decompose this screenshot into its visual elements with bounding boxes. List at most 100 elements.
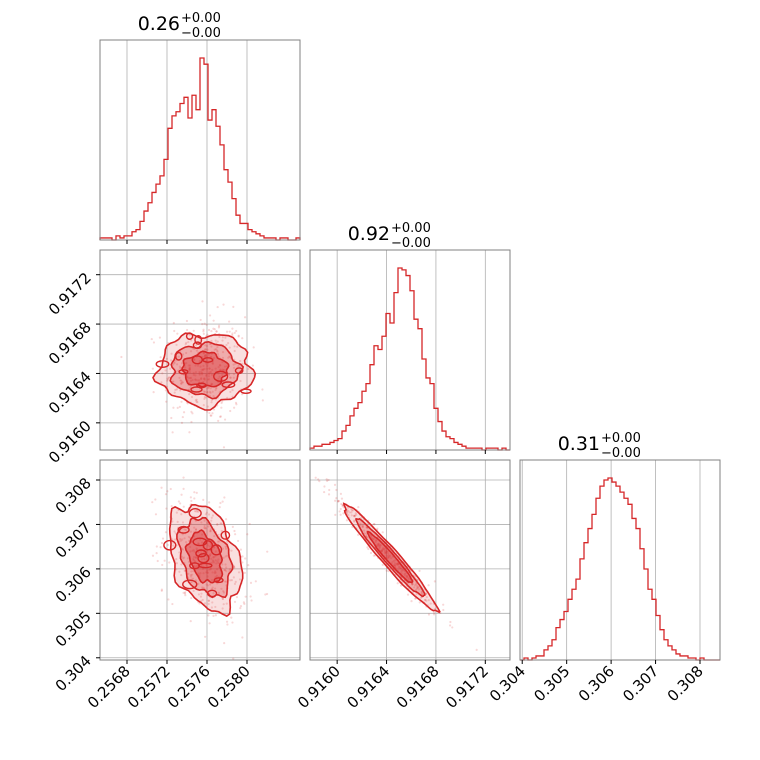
scatter-point [206,364,209,367]
scatter-point [221,597,224,600]
scatter-point [429,602,432,605]
scatter-point [386,555,390,558]
scatter-point [168,561,171,564]
scatter-point [222,590,225,593]
scatter-point [383,549,387,552]
scatter-point [223,642,226,645]
scatter-point [373,523,376,526]
scatter-point [369,551,373,555]
scatter-point [207,513,211,516]
scatter-point [333,483,337,486]
scatter-point [193,491,196,494]
y-tick-label: 0.304 [52,652,95,695]
scatter-point [180,382,183,386]
scatter-point [174,388,177,391]
scatter-point [196,401,199,404]
scatter-point [195,491,198,494]
scatter-point [396,563,400,566]
scatter-point [207,378,211,381]
scatter-point [221,373,224,377]
scatter-point [398,565,401,568]
scatter-point [182,487,185,490]
scatter-point [188,367,191,371]
contour-island [182,579,198,590]
scatter-point [361,524,364,527]
contour-island [178,369,189,375]
scatter-point [213,534,216,538]
scatter-point [191,412,194,415]
scatter-point [420,590,423,593]
scatter-point [187,364,190,367]
scatter-point [204,348,207,351]
panel-title-value: 0.26 [138,13,180,35]
scatter-point [164,493,168,496]
scatter-point [239,379,242,383]
scatter-point [151,367,154,370]
scatter-point [208,371,211,374]
scatter-point [193,497,196,500]
scatter-point [203,367,206,371]
scatter-point [427,584,430,587]
scatter-point [216,349,219,352]
scatter-point [209,553,212,556]
scatter-point [189,379,193,382]
scatter-point [243,316,247,319]
scatter-point [222,603,225,606]
x-tick-label: 0.304 [486,662,529,705]
scatter-point [208,342,211,346]
scatter-point [328,488,331,492]
scatter-point [224,555,227,558]
scatter-point [392,564,395,567]
scatter-point [375,539,378,542]
scatter-point [205,563,208,567]
scatter-point [168,376,171,379]
scatter-point [166,377,169,380]
scatter-point [210,383,214,386]
scatter-point [221,356,225,359]
scatter-point [241,337,244,340]
scatter-point [205,359,208,362]
scatter-point [231,525,234,528]
scatter-point [228,568,231,572]
scatter-point [189,530,193,533]
scatter-point [210,345,213,348]
panel-content [151,476,269,660]
scatter-point [180,421,184,424]
scatter-point [150,337,153,341]
scatter-point [193,550,196,553]
scatter-point [196,510,200,513]
scatter-point [219,368,222,371]
scatter-point [209,387,212,390]
scatter-point [187,376,190,380]
scatter-point [213,546,216,549]
scatter-point [212,556,215,559]
scatter-point [218,364,222,367]
scatter-point [209,355,212,358]
scatter-point [154,498,157,501]
scatter-point [221,500,224,503]
scatter-point [232,366,236,369]
scatter-point [178,365,182,368]
scatter-point [187,535,190,539]
scatter-point [416,586,419,589]
scatter-point [219,364,222,367]
scatter-point [225,570,228,573]
scatter-point [191,378,194,382]
scatter-point [208,554,211,557]
scatter-point [226,396,229,399]
scatter-point [216,523,219,526]
scatter-point [212,319,215,322]
scatter-point [194,399,197,402]
scatter-point [217,366,220,369]
scatter-point [415,593,418,596]
scatter-point [210,401,213,404]
scatter-point [232,373,236,376]
scatter-point [207,599,210,602]
scatter-point [172,380,175,383]
scatter-point [219,415,223,418]
contour-island [192,537,208,547]
scatter-point [379,544,382,547]
scatter-point [238,578,242,581]
scatter-point [222,446,226,449]
